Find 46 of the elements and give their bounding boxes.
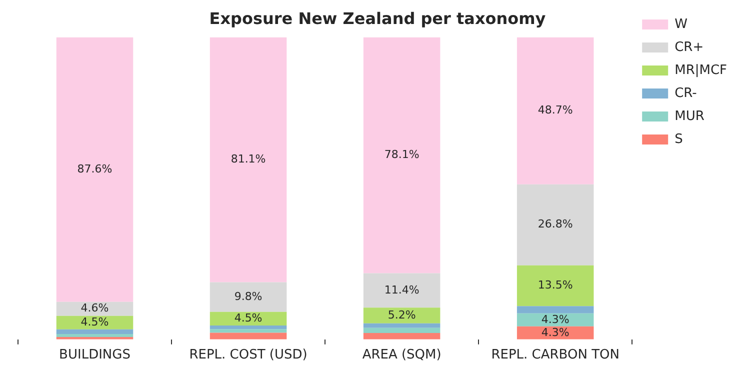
bar [210, 37, 287, 282]
chart-title: Exposure New Zealand per taxonomy [209, 8, 546, 28]
data-label: 87.6% [77, 162, 112, 176]
data-label: 4.3% [541, 312, 570, 326]
x-tick-label: REPL. COST (USD) [189, 348, 308, 363]
bar [56, 302, 134, 316]
bar [56, 334, 134, 337]
data-label: 48.7% [538, 104, 573, 117]
legend-label: S [674, 132, 683, 147]
x-tick-label: BUILDINGS [59, 348, 130, 363]
legend-label: CR- [674, 86, 698, 101]
bar [210, 282, 287, 312]
data-label: 13.5% [538, 278, 573, 292]
data-label: 4.6% [80, 302, 109, 315]
data-label: 11.4% [384, 283, 420, 296]
data-label: 26.8% [538, 218, 573, 231]
data-label: 4.5% [80, 315, 109, 328]
data-label: 81.1% [230, 152, 266, 166]
bar [210, 326, 287, 330]
bar [56, 329, 134, 334]
bar [516, 313, 594, 326]
bar [516, 37, 594, 184]
legend-label: MR|MCF [674, 62, 728, 78]
data-label: 9.8% [234, 290, 262, 303]
bar [56, 37, 134, 302]
legend-label: MUR [674, 108, 704, 124]
x-tick-label: AREA (SQM) [362, 348, 442, 363]
bar [210, 332, 287, 340]
x-tick-label: REPL. CARBON TON [491, 348, 620, 363]
data-label: 5.2% [388, 308, 416, 322]
bar [363, 308, 440, 324]
legend-label: CR+ [674, 40, 704, 55]
legend-label: W [674, 16, 688, 32]
bar [363, 333, 440, 340]
bar [516, 265, 594, 306]
bar [363, 328, 440, 334]
bar [516, 306, 594, 314]
data-label: 4.5% [234, 312, 262, 325]
bar [516, 184, 594, 266]
bar [363, 273, 440, 308]
bar [210, 312, 287, 326]
data-label: 4.3% [541, 326, 570, 339]
data-label: 78.1% [384, 148, 420, 162]
bar [363, 323, 440, 328]
bar [363, 37, 440, 274]
bar [210, 329, 287, 333]
